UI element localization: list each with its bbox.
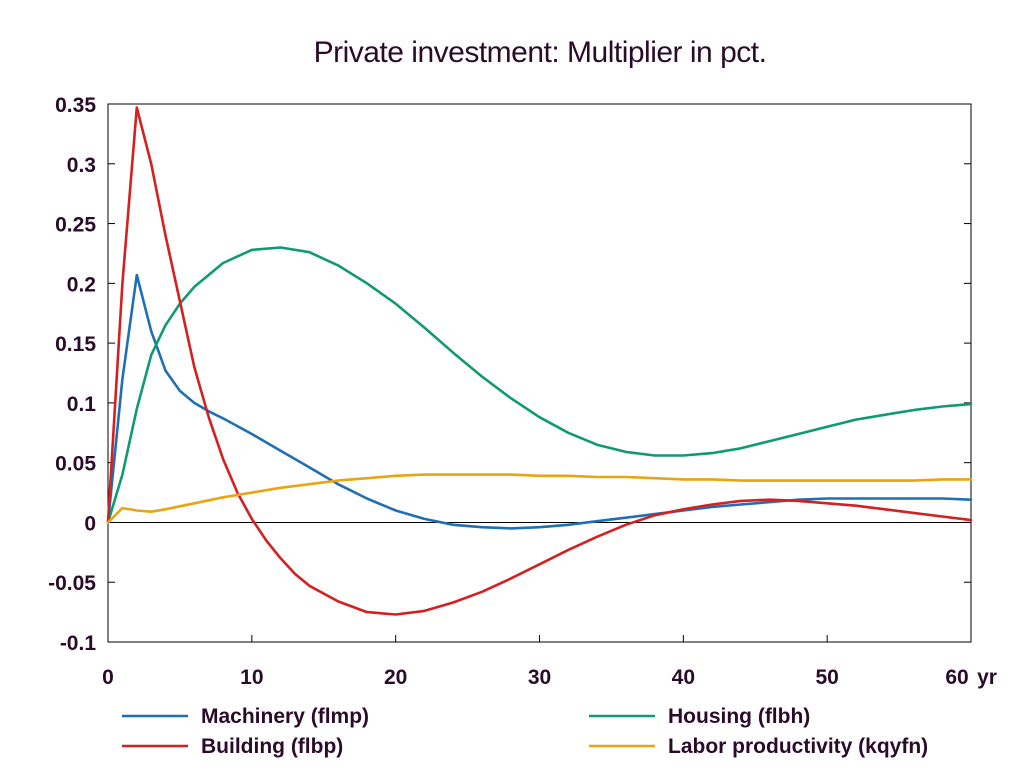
x-tick-label: 50 (815, 666, 838, 689)
y-tick-label: -0.05 (48, 572, 96, 595)
x-tick-label: 40 (672, 666, 695, 689)
series-line-2 (106, 106, 973, 616)
legend-label-3: Labor productivity (kqyfn) (668, 735, 928, 758)
legend-label-2: Building (flbp) (201, 735, 343, 758)
y-tick-label: 0.35 (55, 94, 96, 117)
x-tick-label: 60 (945, 666, 968, 689)
series-line-1 (106, 246, 973, 524)
legend: Machinery (flmp) Housing (flbh) Building (… (122, 705, 928, 758)
y-tick-label: -0.1 (60, 632, 97, 655)
series-layer (106, 106, 973, 616)
series-line-0 (106, 273, 973, 530)
x-unit-label: yr (977, 666, 997, 689)
x-tick-label: 20 (384, 666, 407, 689)
y-tick-label: 0.3 (67, 154, 96, 177)
chart-title: Private investment: Multiplier in pct. (314, 36, 767, 69)
y-tick-label: 0.2 (67, 273, 96, 296)
y-tick-label: 0.05 (55, 453, 96, 476)
series-line-3 (106, 473, 973, 524)
axis-ticks: -0.1 -0.05 0 0.05 0.1 0.15 0.2 0.25 0.3 0.35 0 10 20… (48, 94, 997, 689)
x-tick-label: 10 (240, 666, 263, 689)
x-tick-label: 30 (528, 666, 551, 689)
y-tick-label: 0.25 (55, 214, 96, 237)
plot-frame (107, 103, 972, 643)
legend-label-1: Housing (flbh) (668, 705, 810, 728)
legend-label-0: Machinery (flmp) (201, 705, 369, 728)
x-tick-label: 0 (102, 666, 114, 689)
y-tick-label: 0.15 (55, 333, 96, 356)
y-tick-label: 0 (84, 512, 96, 535)
y-tick-label: 0.1 (67, 393, 97, 416)
